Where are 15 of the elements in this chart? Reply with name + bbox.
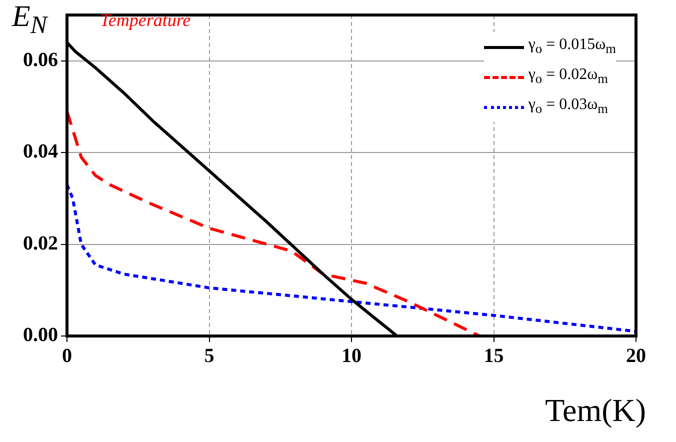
y-tick-label: 0.00 bbox=[23, 324, 58, 346]
y-tick-label: 0.02 bbox=[23, 232, 58, 254]
y-tick-label: 0.06 bbox=[23, 49, 58, 72]
legend-label: γ$_{o}$ = 0.015ω$_{m}$ bbox=[528, 36, 616, 58]
x-tick-label: 0 bbox=[62, 345, 72, 368]
x-tick-label: 5 bbox=[204, 345, 214, 368]
y-tick-label: 0.04 bbox=[23, 140, 58, 163]
legend-label: γ$_{o}$ = 0.02ω$_{m}$ bbox=[528, 66, 608, 88]
y-axis-title: E$_{N}$ bbox=[12, 0, 48, 40]
x-tick-label: 20 bbox=[626, 345, 646, 368]
x-tick-label: 15 bbox=[484, 345, 504, 368]
legend-label: γ$_{o}$ = 0.03ω$_{m}$ bbox=[528, 96, 608, 118]
line-series bbox=[67, 183, 636, 333]
x-axis-title: Tem(K) bbox=[545, 392, 646, 429]
x-tick-label: 10 bbox=[342, 345, 362, 368]
